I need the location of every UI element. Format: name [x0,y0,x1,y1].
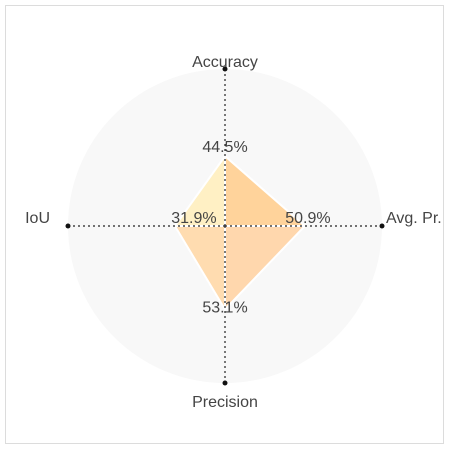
radar-labels: Accuracy Avg. Pr. Precision IoU 44.5% 50.9% 53… [25,54,442,411]
axis-end-dot [222,380,228,386]
value-label: 44.5% [202,139,247,156]
axis-end-dot [222,66,228,72]
radar-axes [65,66,385,386]
axis-label: Avg. Pr. [386,210,442,227]
axis-label: IoU [25,210,50,227]
chart-frame [5,5,444,444]
axis-label: Precision [192,394,258,411]
value-label: 53.1% [202,299,247,316]
value-label: 50.9% [285,210,330,227]
radar-segments [172,153,308,313]
axis-label: Accuracy [192,54,258,71]
axis-end-dot [379,223,385,229]
value-label: 31.9% [171,210,216,227]
axis-end-dot [65,223,71,229]
